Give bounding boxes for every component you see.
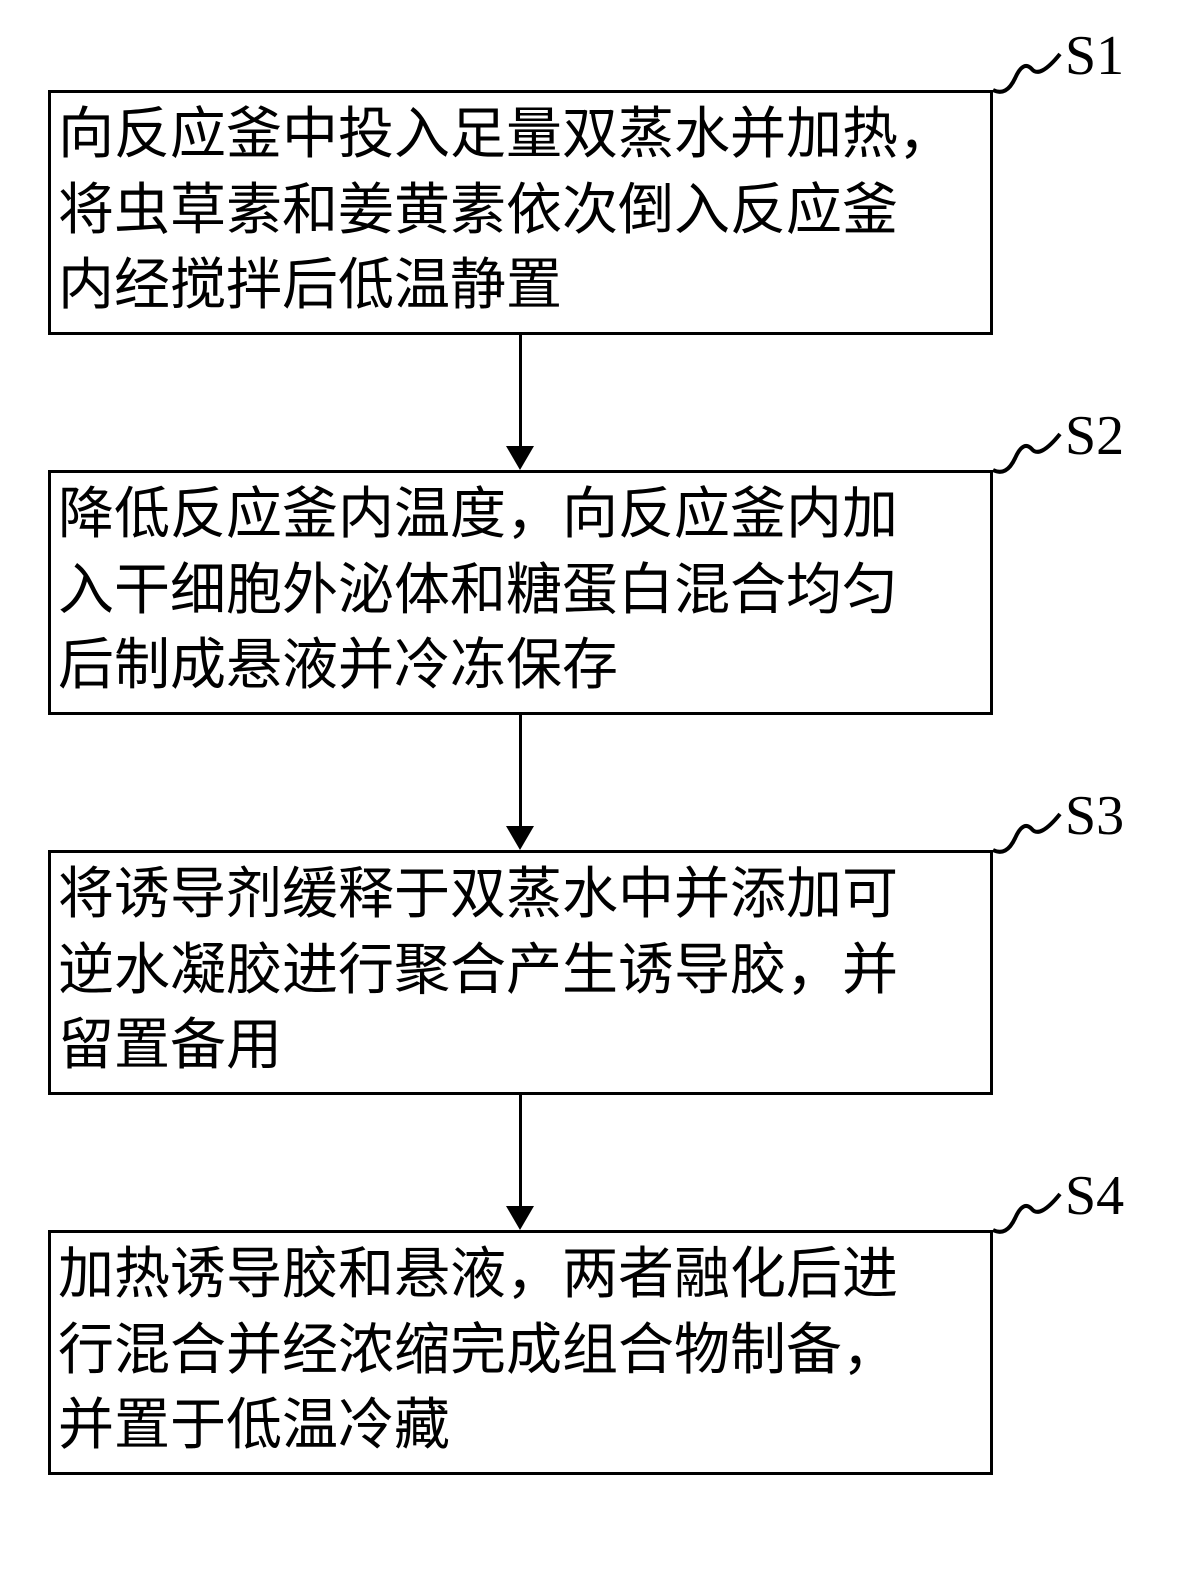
step-text-s2: 降低反应釜内温度，向反应釜内加 入干细胞外泌体和糖蛋白混合均匀 后制成悬液并冷冻… xyxy=(58,478,898,705)
arrow-line-1 xyxy=(519,335,522,446)
squiggle-s2 xyxy=(987,414,1084,490)
arrow-line-2 xyxy=(519,715,522,826)
squiggle-s3 xyxy=(987,794,1084,870)
squiggle-s1 xyxy=(987,34,1084,110)
arrow-line-3 xyxy=(519,1095,522,1206)
arrow-head-1 xyxy=(506,446,534,473)
flowchart-canvas: 向反应釜中投入足量双蒸水并加热， 将虫草素和姜黄素依次倒入反应釜 内经搅拌后低温… xyxy=(0,0,1191,1576)
step-text-s4: 加热诱导胶和悬液，两者融化后进 行混合并经浓缩完成组合物制备， 并置于低温冷藏 xyxy=(58,1238,898,1465)
step-text-s3: 将诱导剂缓释于双蒸水中并添加可 逆水凝胶进行聚合产生诱导胶，并 留置备用 xyxy=(58,858,898,1085)
arrow-head-3 xyxy=(506,1206,534,1233)
squiggle-s4 xyxy=(987,1174,1084,1250)
step-text-s1: 向反应釜中投入足量双蒸水并加热， 将虫草素和姜黄素依次倒入反应釜 内经搅拌后低温… xyxy=(58,98,954,325)
arrow-head-2 xyxy=(506,826,534,853)
